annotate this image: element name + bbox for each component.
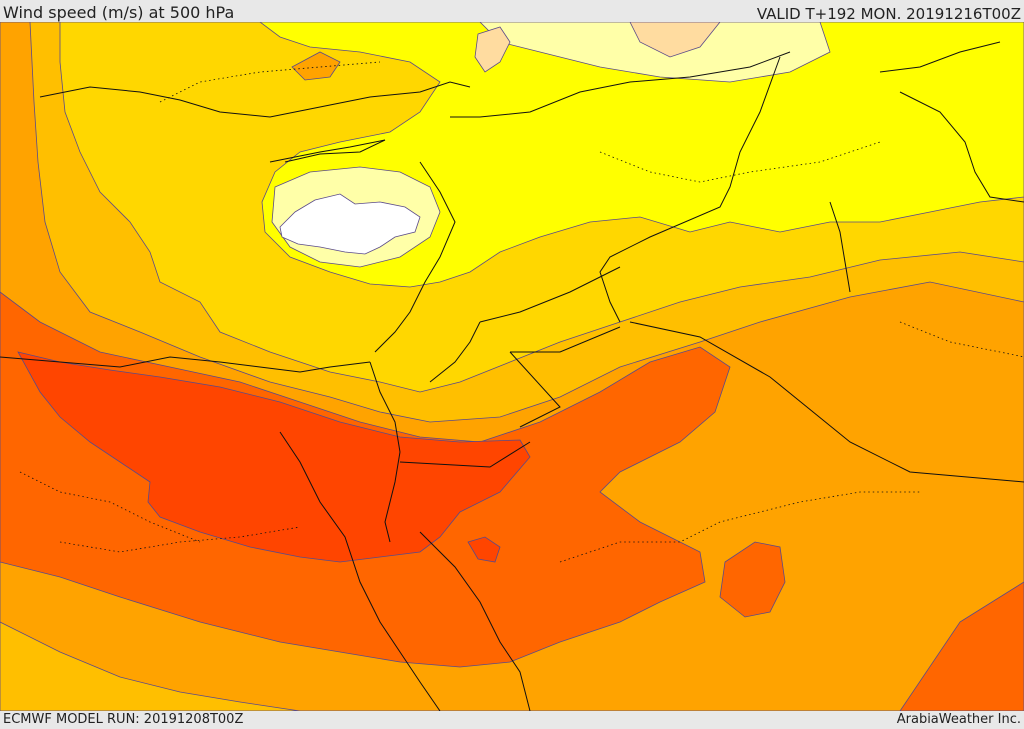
coastline-levant bbox=[269, 139, 456, 353]
dotted-border-1 bbox=[59, 526, 301, 553]
border-egypt-sudan-lines bbox=[369, 361, 531, 468]
dotted-border-6 bbox=[159, 61, 381, 103]
wind-speed-map bbox=[0, 22, 1024, 711]
dotted-border-4 bbox=[19, 471, 201, 543]
band-white-minimum bbox=[279, 193, 421, 255]
coastline-egypt-north bbox=[0, 356, 371, 373]
band-dark-orange-saudi bbox=[719, 541, 786, 618]
valid-time: VALID T+192 MON. 20191216T00Z bbox=[756, 5, 1021, 23]
border-jordan bbox=[429, 321, 621, 428]
band-peach-n bbox=[474, 26, 511, 73]
band-peach-nw bbox=[291, 51, 341, 81]
band-yellow bbox=[259, 22, 1024, 288]
border-iraq-iran bbox=[599, 56, 781, 323]
coastline-persian-gulf bbox=[829, 201, 851, 293]
band-very-light-north bbox=[479, 22, 831, 83]
footer-bar: ECMWF MODEL RUN: 20191208T00Z ArabiaWeat… bbox=[0, 711, 1024, 729]
dotted-border-3 bbox=[559, 491, 920, 563]
band-red-orange-small bbox=[467, 536, 501, 563]
border-iraq-saudi bbox=[479, 266, 1024, 483]
coastline-north-east bbox=[879, 41, 1024, 203]
border-syria-iraq bbox=[450, 51, 791, 118]
header-bar: Wind speed (m/s) at 500 hPa VALID T+192 … bbox=[0, 0, 1024, 23]
band-red-orange bbox=[17, 351, 531, 563]
map-title: Wind speed (m/s) at 500 hPa bbox=[3, 3, 235, 22]
coastline-cyprus bbox=[284, 139, 386, 163]
dotted-border-5 bbox=[899, 321, 1024, 358]
coastline-turkey bbox=[39, 81, 471, 118]
coastline-red-sea bbox=[279, 431, 531, 711]
credit-label: ArabiaWeather Inc. bbox=[896, 712, 1021, 727]
band-dark-orange-east bbox=[899, 581, 1024, 711]
model-run-label: ECMWF MODEL RUN: 20191208T00Z bbox=[3, 712, 244, 727]
band-gold-south bbox=[0, 621, 301, 711]
band-peach-ne bbox=[629, 22, 721, 58]
